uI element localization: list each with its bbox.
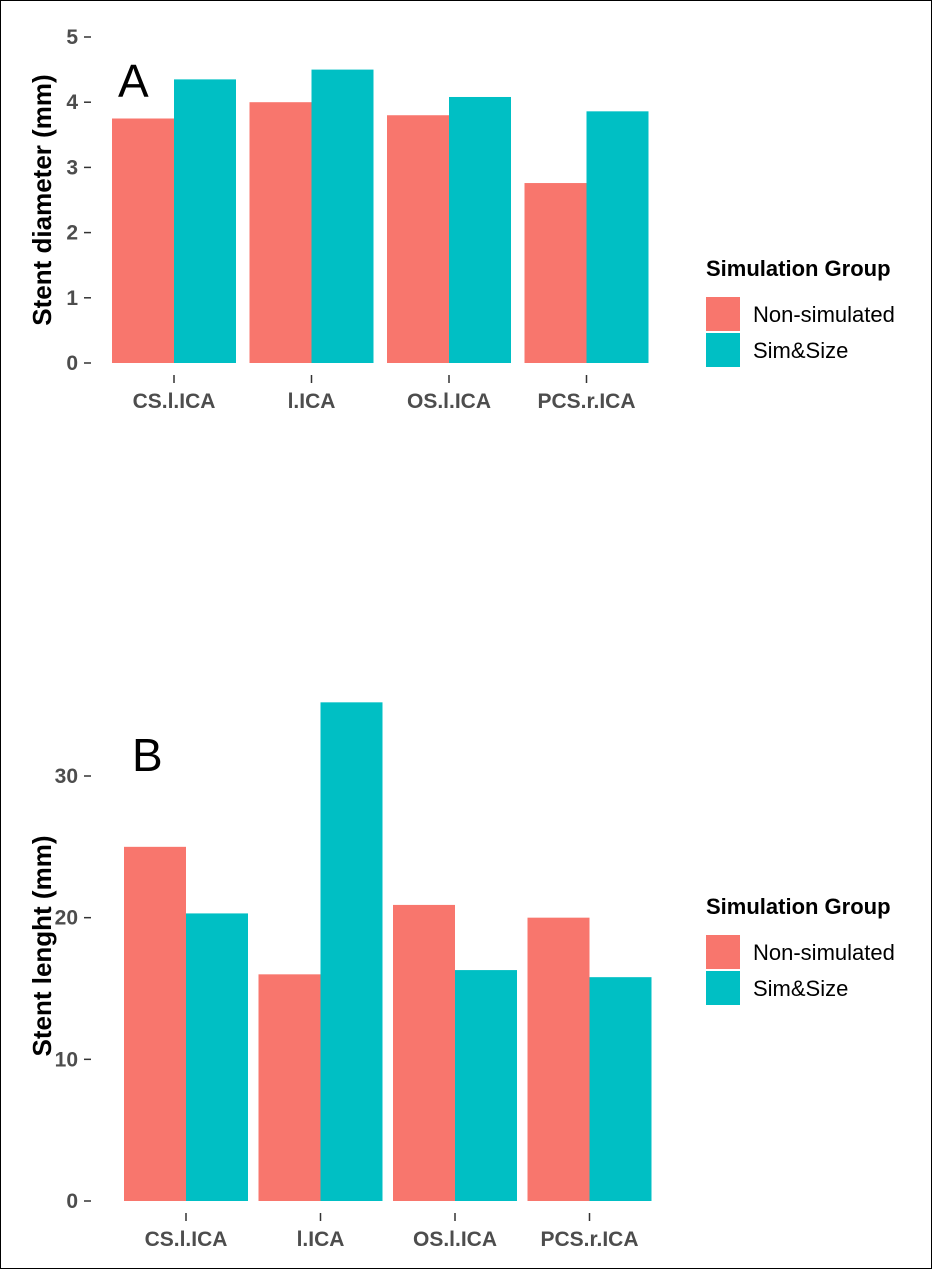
- y-tick-label: 5: [66, 26, 78, 49]
- bar-non-simulated-l-ica: [249, 102, 312, 363]
- chart-panel-A: CS.l.ICA l.ICA OS.l.ICA PCS.r.ICA 0 1 2 3 4 5 Sten…: [27, 26, 895, 413]
- panel-label: B: [132, 729, 163, 781]
- bar-non-simulated-cs-l-ica: [112, 118, 174, 363]
- bar-sim-size-cs-l-ica: [174, 79, 236, 363]
- chart-panel-B: CS.l.ICA l.ICA OS.l.ICA PCS.r.ICA 0 10 20 30 Ste…: [27, 702, 895, 1251]
- bar-non-simulated-l-ica: [258, 974, 321, 1201]
- bar-sim-size-os-l-ica: [455, 970, 517, 1201]
- y-tick-label: 1: [66, 287, 78, 310]
- y-tick-label: 0: [66, 352, 78, 375]
- panel-label: A: [118, 55, 149, 107]
- legend-swatch-non-simulated: [706, 297, 740, 331]
- x-tick-label: CS.l.ICA: [133, 390, 216, 413]
- bar-sim-size-l-ica: [311, 69, 374, 363]
- y-tick-label: 3: [66, 156, 78, 179]
- legend-swatch-sim-size: [706, 333, 740, 367]
- x-tick-label: l.ICA: [297, 1228, 345, 1251]
- y-axis-title: Stent diameter (mm): [27, 74, 57, 325]
- x-tick-label: PCS.r.ICA: [537, 390, 635, 413]
- bar-sim-size-pcs-r-ica: [586, 111, 649, 363]
- y-tick-label: 10: [55, 1048, 78, 1071]
- legend-label-sim-size: Sim&Size: [753, 338, 848, 363]
- x-tick-label: PCS.r.ICA: [540, 1228, 638, 1251]
- y-tick-label: 20: [55, 907, 78, 930]
- x-tick-label: OS.l.ICA: [407, 390, 491, 413]
- bar-non-simulated-cs-l-ica: [124, 846, 186, 1201]
- legend: Simulation Group Non-simulated Sim&Size: [706, 894, 895, 1005]
- bar-sim-size-os-l-ica: [449, 96, 511, 363]
- x-tick-label: l.ICA: [288, 390, 336, 413]
- bar-sim-size-pcs-r-ica: [589, 977, 652, 1201]
- x-tick-label: OS.l.ICA: [413, 1228, 497, 1251]
- legend-title: Simulation Group: [706, 894, 891, 919]
- y-tick-label: 30: [55, 765, 78, 788]
- legend-label-non-simulated: Non-simulated: [753, 940, 895, 965]
- bar-non-simulated-os-l-ica: [387, 115, 449, 364]
- y-tick-label: 0: [66, 1190, 78, 1213]
- legend-swatch-sim-size: [706, 971, 740, 1005]
- legend-swatch-non-simulated: [706, 935, 740, 969]
- y-tick-label: 2: [66, 222, 78, 245]
- legend-title: Simulation Group: [706, 256, 891, 281]
- bar-non-simulated-os-l-ica: [393, 904, 455, 1201]
- legend: Simulation Group Non-simulated Sim&Size: [706, 256, 895, 367]
- bar-sim-size-cs-l-ica: [186, 913, 248, 1201]
- x-tick-label: CS.l.ICA: [145, 1228, 228, 1251]
- legend-label-non-simulated: Non-simulated: [753, 302, 895, 327]
- y-axis-title: Stent lenght (mm): [27, 836, 57, 1057]
- legend-label-sim-size: Sim&Size: [753, 976, 848, 1001]
- bar-non-simulated-pcs-r-ica: [527, 917, 590, 1201]
- y-tick-label: 4: [66, 91, 78, 114]
- bar-non-simulated-pcs-r-ica: [524, 183, 587, 363]
- bar-sim-size-l-ica: [320, 702, 383, 1201]
